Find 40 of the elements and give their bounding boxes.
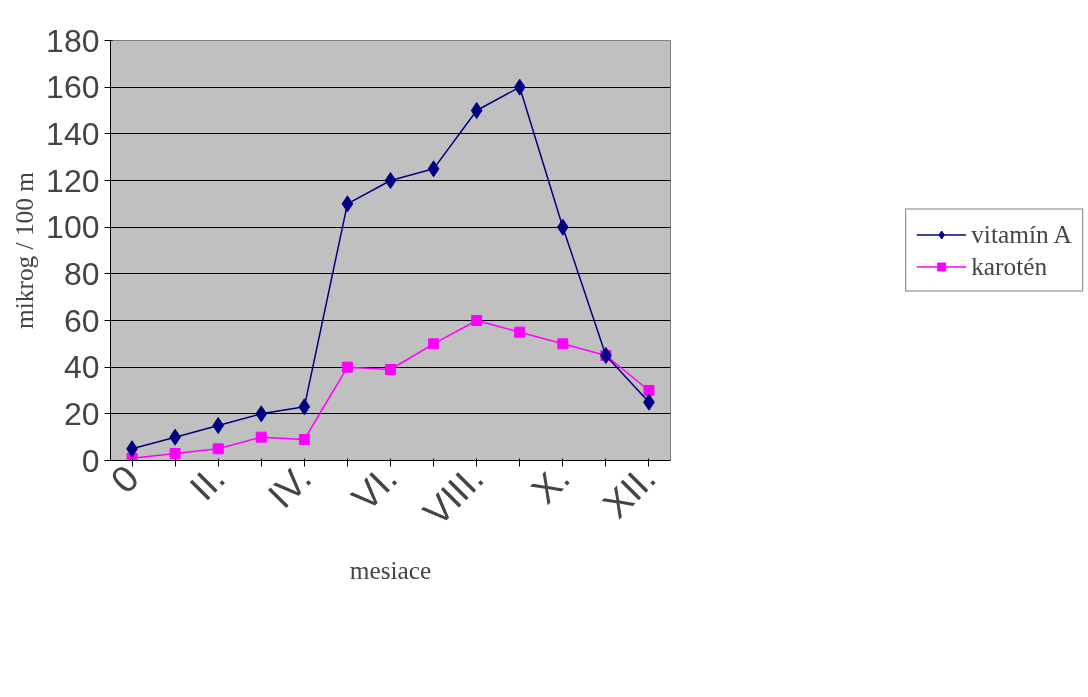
point — [514, 326, 526, 338]
point — [341, 195, 354, 213]
point — [212, 417, 225, 434]
y-axis-title: mikrog / 100 m — [10, 171, 39, 329]
y-tick-label: 180 — [46, 22, 100, 59]
point — [341, 361, 353, 373]
point — [471, 315, 483, 326]
legend-label: karotén — [971, 251, 1048, 281]
point — [298, 434, 310, 445]
point — [169, 448, 181, 459]
y-tick-label: 100 — [46, 209, 100, 246]
y-tick-label: 40 — [63, 349, 100, 386]
x-tick-label: II. — [181, 456, 234, 509]
x-tick-label: X. — [523, 456, 578, 512]
x-tick-label: VI. — [343, 456, 406, 519]
point — [255, 405, 268, 423]
y-tick-label: 120 — [46, 162, 100, 199]
x-tick-label: XII. — [594, 456, 664, 526]
point — [556, 218, 569, 236]
x-tick-label: IV. — [259, 456, 320, 517]
legend-label: vitamín A — [971, 219, 1072, 249]
y-tick-label: 20 — [63, 395, 100, 432]
point — [643, 385, 655, 396]
point — [385, 364, 396, 375]
point — [212, 443, 224, 455]
point — [384, 172, 397, 189]
point — [513, 78, 526, 96]
point — [427, 160, 440, 178]
point — [428, 338, 440, 350]
x-axis-title: mesiace — [349, 556, 432, 585]
point — [470, 102, 483, 119]
y-tick-label: 140 — [46, 115, 100, 152]
point — [255, 431, 267, 443]
y-tick-label: 60 — [63, 302, 100, 339]
y-tick-label: 160 — [46, 69, 100, 106]
x-tick-label: VIII. — [414, 456, 492, 534]
y-tick-label: 80 — [63, 255, 100, 292]
x-tick-label: 0 — [102, 456, 147, 502]
point — [298, 398, 311, 416]
point — [557, 338, 569, 350]
